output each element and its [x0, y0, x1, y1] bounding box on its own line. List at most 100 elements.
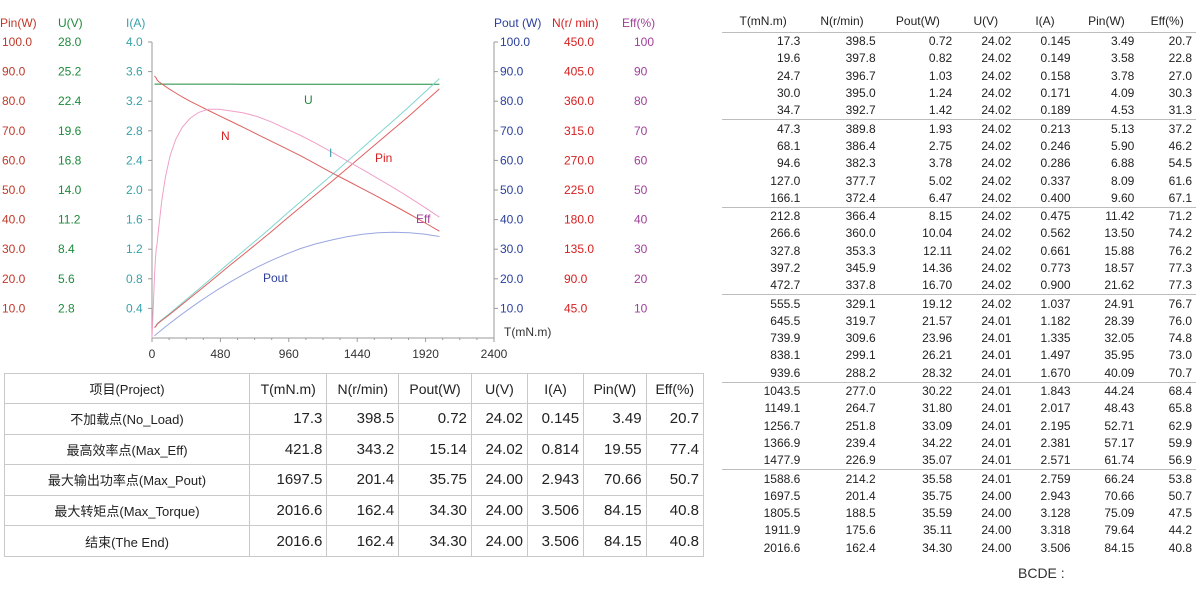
raw-cell: 838.1: [770, 348, 801, 363]
left-axis-tick-label: 2.0: [126, 183, 143, 197]
right-axis-tick-label: 30: [634, 242, 648, 256]
raw-cell: 6.88: [1111, 156, 1135, 171]
raw-row: 1477.9 226.9 35.07 24.01 2.571 61.74 56.9: [722, 452, 1196, 470]
raw-cell: 24.01: [981, 331, 1012, 346]
raw-cell: 35.11: [923, 523, 953, 538]
raw-row: 939.6 288.2 28.32 24.01 1.670 40.09 70.7: [722, 365, 1196, 383]
raw-cell: 24.01: [981, 365, 1012, 380]
raw-cell: 24.02: [956, 32, 1016, 51]
raw-cell: 24.02: [981, 278, 1012, 293]
raw-cell: 44.2: [1168, 523, 1192, 538]
raw-cell: 18.57: [1104, 261, 1135, 275]
summary-cell: 201.4: [326, 464, 400, 496]
summary-cell: 34.30: [398, 494, 472, 527]
right-axis-tick-label: 225.0: [564, 183, 594, 197]
raw-cell: 0.337: [1040, 173, 1071, 188]
raw-cell: 54.5: [1168, 156, 1192, 171]
series-i-label: I: [329, 146, 332, 160]
raw-row: 212.8 366.4 8.15 24.02 0.475 11.42 71.2: [722, 206, 1196, 226]
raw-row: 127.0 377.7 5.02 24.02 0.337 8.09 61.6: [722, 172, 1196, 189]
raw-cell: 0.475: [1015, 206, 1075, 226]
raw-cell: 24.01: [981, 401, 1012, 416]
right-axis-tick-label: 10: [634, 301, 648, 315]
raw-cell: 0.562: [1040, 226, 1071, 241]
raw-cell: 77.3: [1168, 278, 1192, 293]
summary-cell: 0.145: [527, 403, 585, 435]
raw-cell: 67.1: [1168, 190, 1192, 205]
raw-cell: 19.12: [879, 294, 957, 313]
raw-cell: 1.93: [879, 119, 957, 138]
x-tick-label: 2400: [481, 347, 508, 361]
left-axis-tick-label: 90.0: [2, 65, 26, 79]
left-axis-tick-label: 70.0: [2, 124, 26, 138]
summary-row: 结束(The End) 2016.6 162.4 34.30 24.00 3.506 84.…: [4, 525, 705, 557]
raw-cell: 21.57: [922, 313, 953, 328]
right-axis-tick-label: 180.0: [564, 213, 594, 227]
raw-cell: 1.24: [928, 86, 953, 101]
summary-cell: 34.30: [398, 525, 472, 557]
right-axis-tick-label: 60: [634, 153, 648, 167]
raw-cell: 62.9: [1168, 418, 1192, 433]
raw-cell: 1477.9: [763, 453, 801, 468]
raw-cell: 16.70: [922, 278, 953, 293]
right-axis-tick-label: 80: [634, 94, 648, 108]
raw-cell: 76.0: [1168, 313, 1192, 328]
raw-row: 266.6 360.0 10.04 24.02 0.562 13.50 74.2: [722, 225, 1196, 242]
raw-cell: 1697.5: [763, 488, 801, 503]
right-axis-tick-label: 135.0: [564, 242, 594, 256]
raw-cell: 40.09: [1104, 365, 1135, 380]
raw-cell: 3.49: [1074, 32, 1139, 51]
raw-header-cell: U(V): [973, 14, 999, 28]
raw-cell: 0.72: [879, 32, 957, 51]
raw-cell: 1.670: [1040, 365, 1071, 380]
raw-cell: 12.11: [923, 243, 953, 258]
summary-row: 最大转矩点(Max_Torque) 2016.6 162.4 34.30 24.00 3.…: [4, 494, 705, 527]
left-axis-tick-label: 11.2: [58, 213, 81, 227]
raw-cell: 30.0: [776, 86, 801, 101]
raw-row: 1366.9 239.4 34.22 24.01 2.381 57.17 59.9: [722, 435, 1196, 452]
summary-cell: 3.49: [583, 403, 647, 435]
raw-cell: 24.01: [981, 453, 1012, 468]
raw-cell: 24.02: [956, 119, 1016, 138]
raw-cell: 61.74: [1104, 453, 1135, 468]
left-axis-tick-label: 5.6: [58, 272, 75, 286]
raw-cell: 34.22: [922, 435, 953, 450]
series-i-line: [154, 78, 440, 328]
summary-cell: 162.4: [326, 494, 400, 527]
summary-cell: 24.00: [470, 464, 529, 496]
raw-cell: 2.75: [928, 138, 953, 153]
raw-cell: 19.6: [776, 51, 801, 66]
raw-row: 1149.1 264.7 31.80 24.01 2.017 48.43 65.8: [722, 400, 1196, 417]
raw-cell: 24.7: [776, 68, 801, 83]
raw-cell: 13.50: [1104, 226, 1135, 241]
raw-cell: 0.213: [1015, 119, 1075, 138]
raw-cell: 353.3: [845, 243, 876, 258]
raw-row: 838.1 299.1 26.21 24.01 1.497 35.95 73.0: [722, 347, 1196, 364]
right-axis-tick-label: 315.0: [564, 124, 594, 138]
right-axis-tick-label: 405.0: [564, 65, 594, 79]
raw-cell: 166.1: [770, 190, 801, 205]
left-axis-tick-label: 1.2: [126, 242, 143, 256]
raw-cell: 15.88: [1104, 243, 1135, 258]
raw-row: 645.5 319.7 21.57 24.01 1.182 28.39 76.0: [722, 313, 1196, 330]
footer-label: BCDE :: [1018, 565, 1065, 581]
raw-row: 1588.6 214.2 35.58 24.01 2.759 66.24 53.8: [722, 469, 1196, 488]
raw-cell: 0.189: [1040, 103, 1071, 118]
raw-cell: 0.145: [1015, 32, 1075, 51]
right-axis-title: N(r/ min): [552, 16, 599, 30]
raw-cell: 5.13: [1074, 119, 1139, 138]
raw-cell: 76.7: [1138, 294, 1196, 313]
raw-cell: 1.843: [1015, 381, 1075, 401]
raw-cell: 24.01: [981, 435, 1012, 450]
left-axis-tick-label: 22.4: [58, 94, 82, 108]
raw-cell: 377.7: [845, 173, 876, 188]
right-axis-tick-label: 20: [634, 272, 648, 286]
raw-cell: 360.0: [845, 226, 876, 241]
x-tick-label: 1920: [412, 347, 439, 361]
right-axis-tick-label: 40.0: [500, 213, 524, 227]
series-pin-label: Pin: [375, 151, 392, 165]
summary-header-cell: Pin(W): [583, 373, 647, 404]
raw-cell: 555.5: [722, 294, 805, 313]
summary-cell: 2.943: [527, 464, 585, 496]
raw-cell: 32.05: [1104, 331, 1135, 346]
